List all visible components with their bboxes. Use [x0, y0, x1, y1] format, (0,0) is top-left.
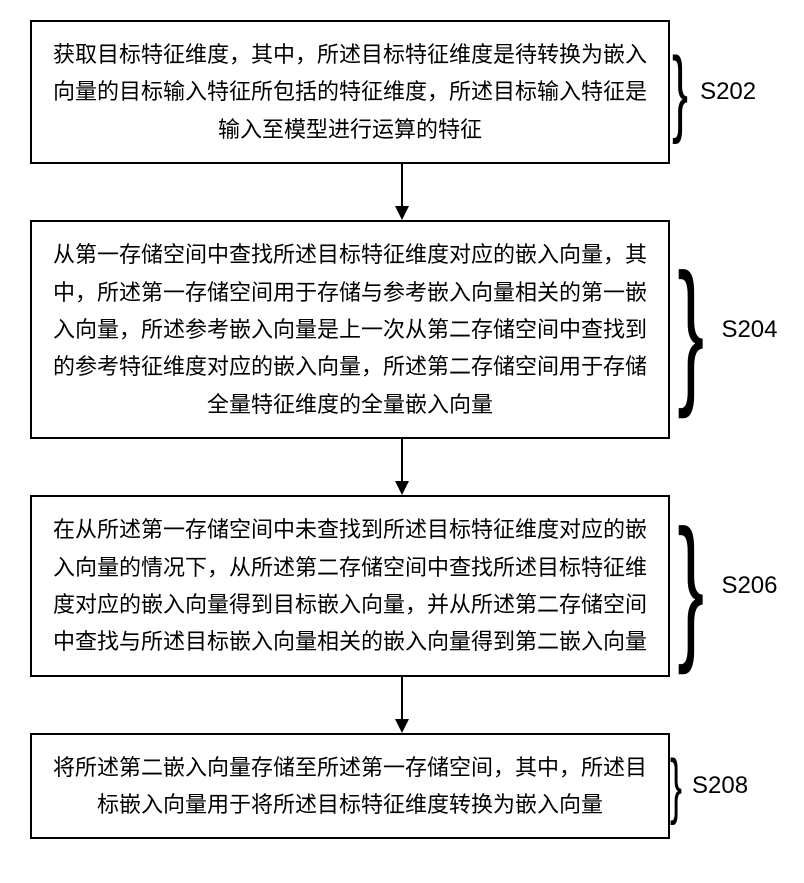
flow-step-text: 从第一存储空间中查找所述目标特征维度对应的嵌入向量，其中，所述第一存储空间用于存…: [53, 242, 647, 417]
flow-step: 在从所述第一存储空间中未查找到所述目标特征维度对应的嵌入向量的情况下，从所述第二…: [10, 495, 794, 677]
flow-step-label: S204: [721, 316, 777, 344]
brace-icon: }: [670, 750, 682, 822]
flow-step-box: 从第一存储空间中查找所述目标特征维度对应的嵌入向量，其中，所述第一存储空间用于存…: [30, 220, 670, 439]
flow-arrow: [62, 439, 742, 495]
flow-step-label: S202: [700, 78, 756, 106]
flow-step: 获取目标特征维度，其中，所述目标特征维度是待转换为嵌入向量的目标输入特征所包括的…: [10, 20, 794, 164]
brace-icon: }: [677, 250, 704, 410]
brace-icon: }: [677, 506, 704, 666]
flow-step-label: S206: [721, 572, 777, 600]
flow-arrow: [62, 164, 742, 220]
flow-step-text: 获取目标特征维度，其中，所述目标特征维度是待转换为嵌入向量的目标输入特征所包括的…: [53, 42, 647, 142]
flow-step: 从第一存储空间中查找所述目标特征维度对应的嵌入向量，其中，所述第一存储空间用于存…: [10, 220, 794, 439]
flow-step-box: 在从所述第一存储空间中未查找到所述目标特征维度对应的嵌入向量的情况下，从所述第二…: [30, 495, 670, 677]
flow-step-label: S208: [692, 772, 748, 800]
flow-arrow: [62, 677, 742, 733]
brace-icon: }: [672, 44, 688, 140]
flowchart-container: 获取目标特征维度，其中，所述目标特征维度是待转换为嵌入向量的目标输入特征所包括的…: [10, 20, 794, 839]
flow-step-box: 将所述第二嵌入向量存储至所述第一存储空间，其中，所述目标嵌入向量用于将所述目标特…: [30, 733, 670, 840]
flow-step: 将所述第二嵌入向量存储至所述第一存储空间，其中，所述目标嵌入向量用于将所述目标特…: [10, 733, 794, 840]
flow-step-text: 在从所述第一存储空间中未查找到所述目标特征维度对应的嵌入向量的情况下，从所述第二…: [53, 517, 647, 654]
flow-step-text: 将所述第二嵌入向量存储至所述第一存储空间，其中，所述目标嵌入向量用于将所述目标特…: [53, 755, 647, 817]
flow-step-box: 获取目标特征维度，其中，所述目标特征维度是待转换为嵌入向量的目标输入特征所包括的…: [30, 20, 670, 164]
